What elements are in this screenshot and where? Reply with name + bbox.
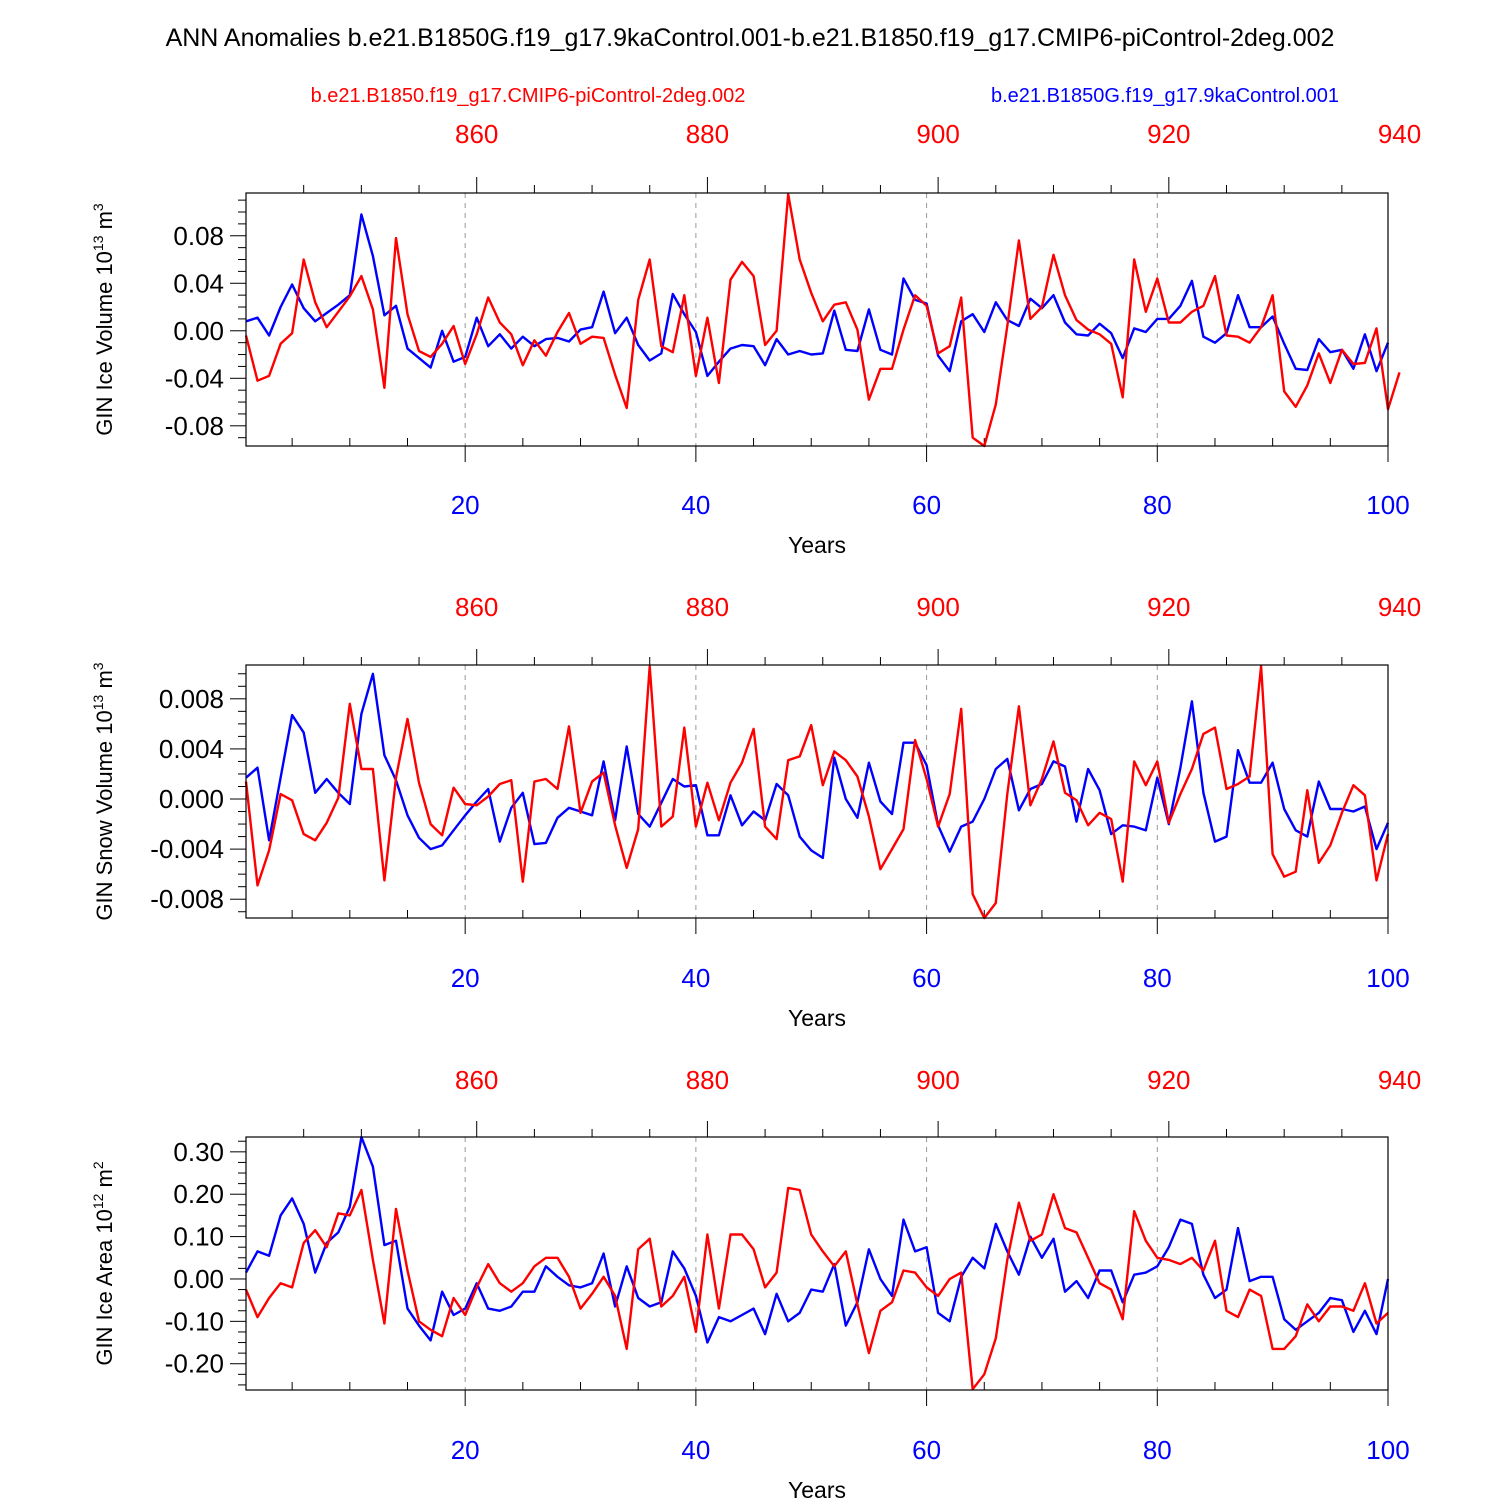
y-tick-label: 0.30 — [173, 1137, 224, 1167]
x-tick-label: 80 — [1143, 963, 1172, 993]
y-label-part: m — [92, 670, 117, 694]
series-line-blue — [244, 1135, 1390, 1344]
series-line-red — [244, 665, 1390, 920]
y-label-part: 2 — [90, 1161, 106, 1169]
x-axis-label: Years — [788, 532, 846, 558]
top-tick-label: 940 — [1378, 1065, 1421, 1095]
top-tick-label: 900 — [916, 119, 959, 149]
x-tick-label: 20 — [451, 1435, 480, 1465]
top-tick-label: 880 — [686, 119, 729, 149]
y-tick-label: 0.00 — [173, 316, 224, 346]
series-line-blue — [245, 672, 1390, 860]
panel-snow-volume: 860 880 900 920 940 20 40 60 80 100 0.008 0.004 0.00… — [90, 592, 1421, 1031]
plot-frame — [245, 192, 1389, 447]
y-tick-label: 0.08 — [173, 221, 224, 251]
legend-blue-label: b.e21.B1850G.f19_g17.9kaControl.001 — [991, 85, 1339, 107]
top-tick-label: 920 — [1147, 1065, 1190, 1095]
top-tick-label: 860 — [455, 119, 498, 149]
x-axis-label: Years — [788, 1005, 846, 1031]
top-tick-label: 860 — [455, 592, 498, 622]
series-line-red — [244, 192, 1401, 448]
x-tick-label: 100 — [1366, 490, 1409, 520]
plot-frame — [245, 1136, 1389, 1391]
y-tick-label: 0.004 — [159, 734, 224, 764]
panel-ice-area: 860 880 900 920 940 20 40 60 80 100 0.30 0.20 0.10 0.… — [90, 1065, 1421, 1500]
y-axis-label: GIN Ice Area 1012 m2 — [90, 1161, 117, 1366]
top-tick-label: 880 — [686, 592, 729, 622]
series-line-red — [244, 1186, 1389, 1391]
y-label-part: 12 — [90, 1193, 106, 1209]
x-tick-label: 60 — [912, 1435, 941, 1465]
top-tick-label: 940 — [1378, 592, 1421, 622]
x-tick-label: 80 — [1143, 1435, 1172, 1465]
y-label-part: 3 — [90, 662, 106, 670]
top-tick-label: 900 — [916, 1065, 959, 1095]
x-tick-label: 80 — [1143, 490, 1172, 520]
x-tick-label: 60 — [912, 963, 941, 993]
y-tick-label: -0.008 — [150, 884, 224, 914]
y-tick-label: -0.20 — [165, 1349, 224, 1379]
y-label-part: m — [92, 1169, 117, 1193]
y-label-part: 13 — [90, 235, 106, 251]
panel-ice-volume: 860 880 900 920 940 20 40 60 80 100 0.08 0.04 0.00 -0… — [90, 119, 1421, 558]
x-axis-label: Years — [788, 1477, 846, 1500]
x-tick-label: 40 — [681, 963, 710, 993]
figure-title: ANN Anomalies b.e21.B1850G.f19_g17.9kaCo… — [166, 24, 1335, 52]
y-tick-label: 0.10 — [173, 1222, 224, 1252]
series-line-blue — [245, 213, 1390, 378]
x-tick-label: 20 — [451, 490, 480, 520]
y-tick-label: -0.04 — [165, 363, 224, 393]
top-tick-label: 880 — [686, 1065, 729, 1095]
y-tick-label: 0.008 — [159, 684, 224, 714]
top-tick-label: 940 — [1378, 119, 1421, 149]
plot-frame — [245, 664, 1389, 919]
top-tick-label: 920 — [1147, 592, 1190, 622]
y-label-part: GIN Ice Volume 10 — [92, 251, 117, 436]
top-tick-label: 860 — [455, 1065, 498, 1095]
y-label-part: 3 — [90, 203, 106, 211]
x-tick-label: 40 — [681, 1435, 710, 1465]
y-tick-label: 0.04 — [173, 268, 224, 298]
x-tick-label: 100 — [1366, 1435, 1409, 1465]
y-axis-label: GIN Snow Volume 1013 m3 — [90, 662, 117, 920]
x-tick-label: 40 — [681, 490, 710, 520]
y-tick-label: 0.00 — [173, 1264, 224, 1294]
y-tick-label: 0.000 — [159, 784, 224, 814]
y-tick-label: -0.004 — [150, 834, 224, 864]
y-label-part: GIN Ice Area 10 — [92, 1209, 117, 1366]
y-axis-label: GIN Ice Volume 1013 m3 — [90, 203, 117, 436]
y-tick-label: -0.08 — [165, 411, 224, 441]
x-tick-label: 60 — [912, 490, 941, 520]
y-tick-label: -0.10 — [165, 1306, 224, 1336]
y-label-part: m — [92, 211, 117, 235]
top-tick-label: 900 — [916, 592, 959, 622]
legend-red-label: b.e21.B1850.f19_g17.CMIP6-piControl-2deg… — [311, 85, 746, 107]
y-label-part: GIN Snow Volume 10 — [92, 710, 117, 920]
y-tick-label: 0.20 — [173, 1179, 224, 1209]
y-label-part: 13 — [90, 694, 106, 710]
x-tick-label: 20 — [451, 963, 480, 993]
top-tick-label: 920 — [1147, 119, 1190, 149]
x-tick-label: 100 — [1366, 963, 1409, 993]
